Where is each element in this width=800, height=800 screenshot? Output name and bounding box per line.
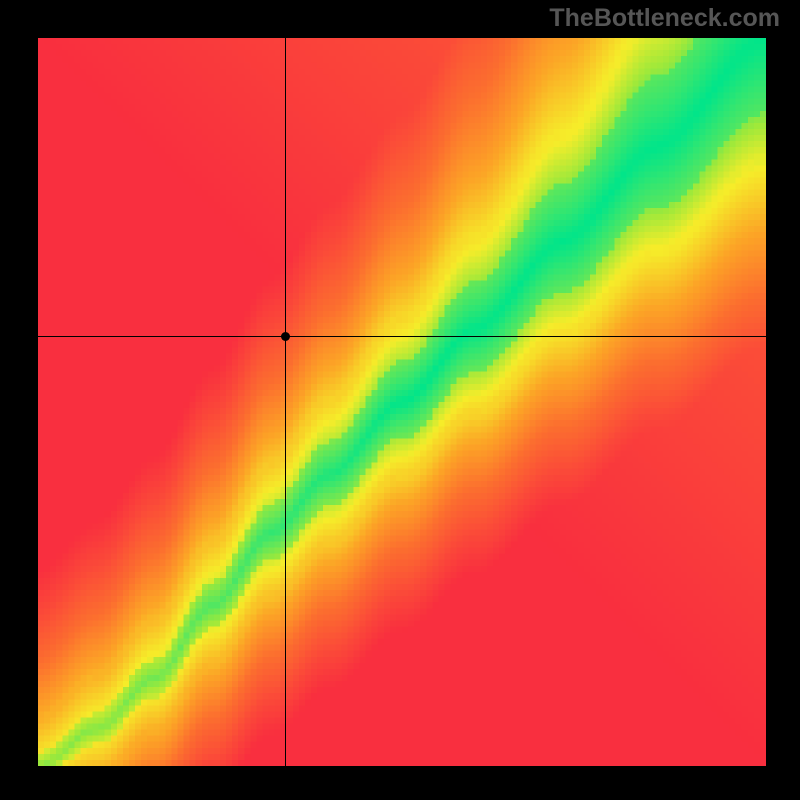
bottleneck-heatmap (38, 38, 766, 766)
crosshair-horizontal (38, 336, 766, 337)
watermark-text: TheBottleneck.com (549, 4, 780, 33)
data-point-marker (281, 332, 290, 341)
crosshair-vertical (285, 38, 286, 766)
